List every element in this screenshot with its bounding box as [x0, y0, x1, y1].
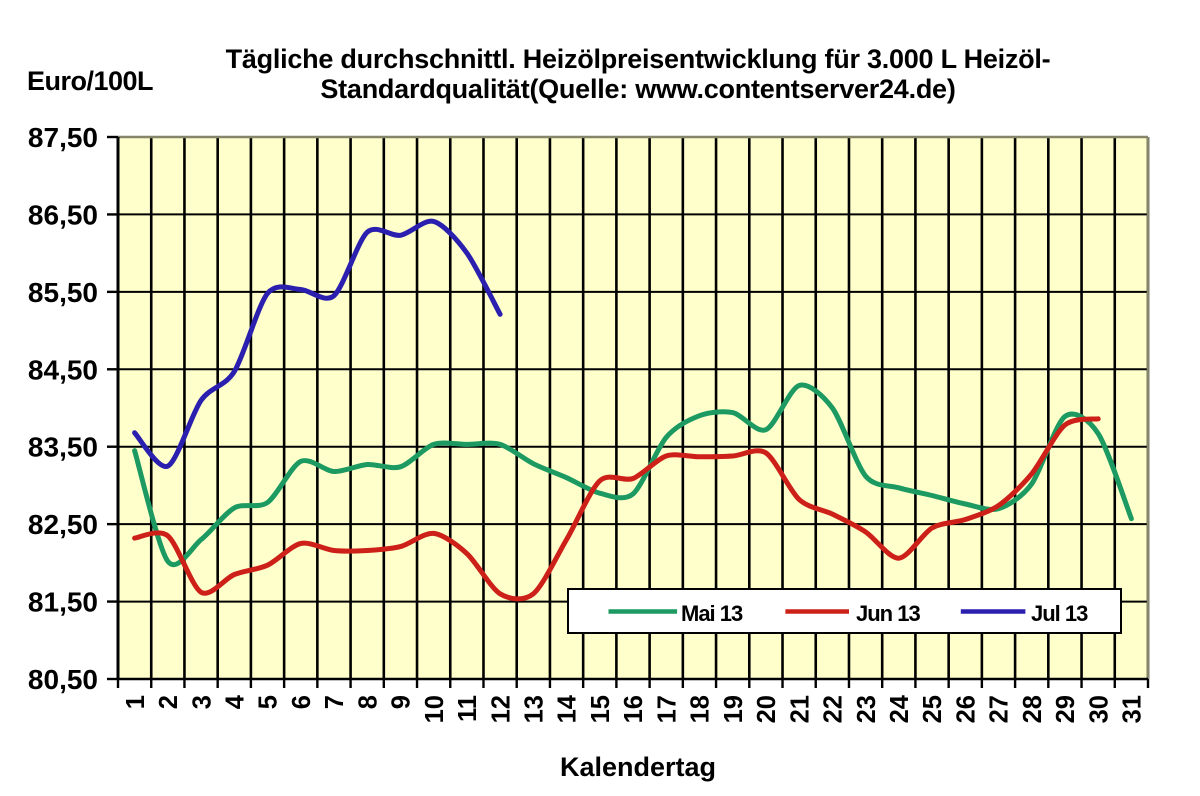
svg-text:Jun 13: Jun 13 [856, 601, 920, 626]
svg-text:85,50: 85,50 [28, 277, 98, 308]
svg-text:16: 16 [620, 695, 648, 723]
svg-text:22: 22 [820, 695, 848, 723]
svg-text:30: 30 [1085, 695, 1113, 723]
svg-text:26: 26 [953, 695, 981, 723]
svg-text:80,50: 80,50 [28, 664, 98, 695]
svg-text:29: 29 [1052, 695, 1080, 723]
svg-text:15: 15 [587, 695, 615, 723]
svg-text:18: 18 [687, 695, 715, 723]
svg-text:23: 23 [853, 695, 881, 723]
svg-text:24: 24 [886, 694, 914, 723]
svg-text:1: 1 [122, 695, 150, 709]
svg-text:81,50: 81,50 [28, 587, 98, 618]
svg-text:12: 12 [487, 695, 515, 723]
svg-text:10: 10 [421, 695, 449, 723]
svg-text:27: 27 [986, 695, 1014, 723]
svg-text:31: 31 [1119, 695, 1147, 723]
svg-text:Jul 13: Jul 13 [1031, 601, 1088, 626]
svg-text:13: 13 [521, 695, 549, 723]
svg-text:19: 19 [720, 695, 748, 723]
svg-text:25: 25 [919, 695, 947, 723]
svg-text:7: 7 [321, 695, 349, 709]
svg-text:Mai 13: Mai 13 [681, 601, 743, 626]
svg-text:28: 28 [1019, 695, 1047, 723]
svg-text:9: 9 [388, 695, 416, 709]
svg-text:20: 20 [753, 695, 781, 723]
svg-text:14: 14 [554, 694, 582, 723]
svg-text:82,50: 82,50 [28, 509, 98, 540]
svg-text:4: 4 [222, 694, 250, 709]
svg-text:2: 2 [155, 695, 183, 709]
svg-text:83,50: 83,50 [28, 432, 98, 463]
svg-text:21: 21 [786, 695, 814, 723]
svg-text:5: 5 [255, 695, 283, 709]
svg-text:11: 11 [454, 695, 482, 722]
svg-text:17: 17 [653, 695, 681, 723]
svg-text:84,50: 84,50 [28, 354, 98, 385]
svg-text:86,50: 86,50 [28, 199, 98, 230]
svg-text:87,50: 87,50 [28, 122, 98, 153]
svg-text:3: 3 [188, 695, 216, 709]
svg-text:8: 8 [354, 695, 382, 709]
svg-text:6: 6 [288, 695, 316, 709]
